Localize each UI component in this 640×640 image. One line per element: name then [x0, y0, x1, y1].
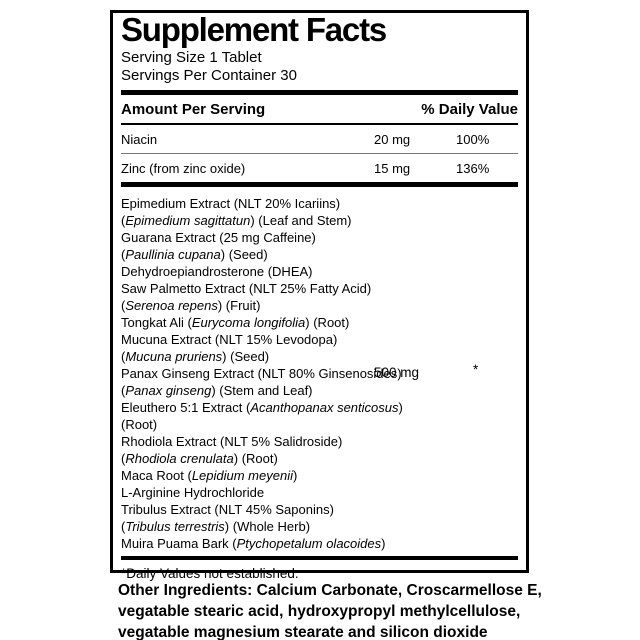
column-header-row: Amount Per Serving % Daily Value [121, 95, 518, 123]
blend-ingredient-line: (Epimedium sagittatun) (Leaf and Stem) [121, 212, 518, 229]
latin-name: Acanthopanax senticosus [250, 399, 399, 415]
proprietary-blend-section: Epimedium Extract (NLT 20% Icariins) (Epi… [121, 187, 518, 556]
blend-ingredient-line: (Paullinia cupana) (Seed) [121, 246, 518, 263]
blend-ingredient-line: Saw Palmetto Extract (NLT 25% Fatty Acid… [121, 280, 518, 297]
daily-value-footnote: *Daily Values not established. [121, 565, 299, 581]
daily-value-header: % Daily Value [421, 100, 518, 118]
other-ingredients-text: Other Ingredients: Calcium Carbonate, Cr… [118, 580, 558, 640]
blend-ingredient-line: Tribulus Extract (NLT 45% Saponins) [121, 501, 518, 518]
blend-ingredient-line: Rhodiola Extract (NLT 5% Salidroside) [121, 433, 518, 450]
divider-under-header [121, 122, 518, 125]
blend-ingredient-line: Muira Puama Bark (Ptychopetalum olacoide… [121, 535, 518, 552]
blend-ingredient-line: (Serenoa repens) (Fruit) [121, 297, 518, 314]
latin-name: Rhodiola crenulata [125, 450, 234, 466]
blend-ingredient-line: (Panax ginseng) (Stem and Leaf) [121, 382, 518, 399]
ingredient-text: ) (Stem and Leaf) [211, 382, 313, 398]
blend-ingredient-line: (Mucuna pruriens) (Seed) [121, 348, 518, 365]
ingredient-text: ( [121, 212, 126, 228]
latin-name: Mucuna pruriens [125, 348, 223, 364]
ingredient-text: Eleuthero 5:1 Extract ( [121, 399, 251, 415]
latin-name: Eurycoma longifolia [191, 314, 306, 330]
serving-info: Serving Size 1 Tablet Servings Per Conta… [121, 49, 518, 86]
serving-size: Serving Size 1 Tablet [121, 48, 262, 66]
ingredient-text: Panax Ginseng Extract (NLT 80% Ginsenosi… [121, 365, 402, 381]
blend-amount: 500 mg [374, 364, 420, 380]
nutrient-rows: Niacin 20 mg 100% Zinc (from zinc oxide) 15 … [121, 125, 518, 182]
ingredient-text: ) (Seed) [220, 246, 268, 262]
ingredient-text: Mucuna Extract (NLT 15% Levodopa) [121, 331, 338, 347]
ingredient-text: ( [121, 450, 126, 466]
nutrient-name: Niacin [121, 131, 158, 147]
blend-ingredient-line: Guarana Extract (25 mg Caffeine) [121, 229, 518, 246]
ingredient-text: ) [381, 535, 386, 551]
latin-name: Paullinia cupana [125, 246, 221, 262]
ingredient-text: ( [121, 297, 126, 313]
servings-per-container: Servings Per Container 30 [121, 67, 297, 85]
ingredient-text: Epimedium Extract (NLT 20% Icariins) [121, 195, 341, 211]
latin-name: Ptychopetalum olacoides [236, 535, 382, 551]
latin-name: Tribulus terrestris [125, 518, 225, 534]
ingredient-text: Muira Puama Bark ( [121, 535, 237, 551]
blend-ingredient-line: (Root) [121, 416, 518, 433]
nutrient-name: Zinc (from zinc oxide) [121, 160, 246, 176]
amount-per-serving-header: Amount Per Serving [121, 100, 266, 118]
blend-ingredient-line: Panax Ginseng Extract (NLT 80% Ginsenosi… [121, 365, 518, 382]
nutrient-dv: 136% [456, 160, 490, 176]
ingredient-text: Dehydroepiandrosterone (DHEA) [121, 263, 313, 279]
blend-ingredient-list: Epimedium Extract (NLT 20% Icariins) (Epi… [121, 195, 518, 552]
ingredient-text: ( [121, 246, 126, 262]
divider-thick-mid [121, 181, 518, 187]
ingredient-text: ( [121, 518, 126, 534]
other-ingredients-line: vegatable stearic acid, hydroxypropyl me… [118, 603, 521, 620]
other-ingredients-line: Other Ingredients: Calcium Carbonate, Cr… [118, 582, 542, 599]
blend-ingredient-line: L-Arginine Hydrochloride [121, 484, 518, 501]
nutrient-amount: 15 mg [374, 160, 411, 176]
nutrient-amount: 20 mg [374, 131, 411, 147]
ingredient-text: ) (Seed) [222, 348, 270, 364]
blend-ingredient-line: Mucuna Extract (NLT 15% Levodopa) [121, 331, 518, 348]
nutrient-row: Zinc (from zinc oxide) 15 mg 136% [121, 154, 518, 182]
blend-ingredient-line: Eleuthero 5:1 Extract (Acanthopanax sent… [121, 399, 518, 416]
supplement-facts-panel: Supplement Facts Serving Size 1 Tablet S… [110, 10, 529, 581]
ingredient-text: Tongkat Ali ( [121, 314, 192, 330]
blend-dv-asterisk: * [473, 361, 479, 377]
ingredient-text: ) [292, 467, 298, 483]
ingredient-text: ) (Root) [233, 450, 278, 466]
ingredient-text: ) (Fruit) [217, 297, 261, 313]
ingredient-text: ) [398, 399, 403, 415]
blend-ingredient-line: Epimedium Extract (NLT 20% Icariins) [121, 195, 518, 212]
ingredient-text: L-Arginine Hydrochloride [121, 484, 265, 500]
latin-name: Serenoa repens [125, 297, 218, 313]
nutrient-row: Niacin 20 mg 100% [121, 125, 518, 154]
blend-ingredient-line: Dehydroepiandrosterone (DHEA) [121, 263, 518, 280]
latin-name: Panax ginseng [125, 382, 212, 398]
ingredient-text: Maca Root ( [121, 467, 192, 483]
panel-title: Supplement Facts [121, 11, 387, 48]
divider-thick-bottom [121, 555, 518, 560]
ingredient-text: ) (Root) [305, 314, 350, 330]
blend-ingredient-line: (Tribulus terrestris) (Whole Herb) [121, 518, 518, 535]
ingredient-text: Tribulus Extract (NLT 45% Saponins) [121, 501, 334, 517]
other-ingredients-line: vegatable magnesium stearate and silicon… [118, 624, 488, 640]
ingredient-text: (Root) [121, 416, 158, 432]
latin-name: Lepidium meyenii [191, 467, 293, 483]
blend-ingredient-line: Maca Root (Lepidium meyenii) [121, 467, 518, 484]
nutrient-dv: 100% [456, 131, 490, 147]
divider-thick-top [121, 89, 518, 95]
ingredient-text: ) (Whole Herb) [224, 518, 311, 534]
ingredient-text: ( [121, 348, 126, 364]
latin-name: Epimedium sagittatun [125, 212, 251, 228]
blend-ingredient-line: Tongkat Ali (Eurycoma longifolia) (Root) [121, 314, 518, 331]
ingredient-text: Saw Palmetto Extract (NLT 25% Fatty Acid… [121, 280, 372, 296]
ingredient-text: Rhodiola Extract (NLT 5% Salidroside) [121, 433, 343, 449]
ingredient-text: Guarana Extract (25 mg Caffeine) [121, 229, 316, 245]
ingredient-text: ( [121, 382, 126, 398]
blend-ingredient-line: (Rhodiola crenulata) (Root) [121, 450, 518, 467]
ingredient-text: ) (Leaf and Stem) [250, 212, 352, 228]
